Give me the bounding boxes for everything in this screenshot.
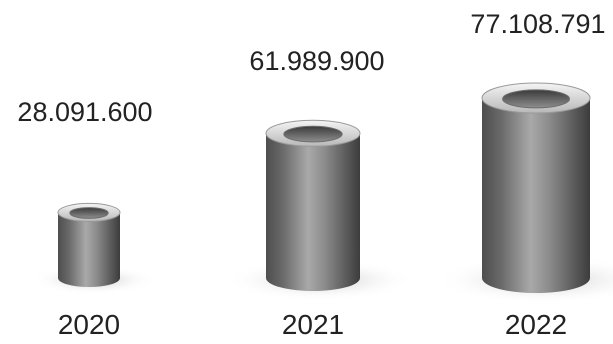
cylinder-body-2021 bbox=[266, 133, 360, 291]
value-label-2021: 61.989.900 bbox=[249, 46, 384, 76]
cylinder-bar-2020 bbox=[31, 202, 156, 295]
cylinder-hole-2020 bbox=[69, 207, 109, 219]
cylinder-bar-2021 bbox=[226, 119, 415, 301]
cylinder-bar-2022 bbox=[436, 82, 613, 304]
category-label-2022: 2022 bbox=[505, 309, 567, 340]
cylinder-body-2022 bbox=[482, 98, 590, 293]
cylinder-body-2020 bbox=[58, 212, 120, 287]
category-label-2021: 2021 bbox=[282, 309, 344, 340]
value-label-2022: 77.108.791 bbox=[470, 9, 605, 39]
cylinder-hole-2022 bbox=[502, 89, 570, 109]
cylinder-hole-2021 bbox=[283, 125, 343, 143]
value-label-2020: 28.091.600 bbox=[17, 97, 152, 127]
category-label-2020: 2020 bbox=[58, 309, 120, 340]
